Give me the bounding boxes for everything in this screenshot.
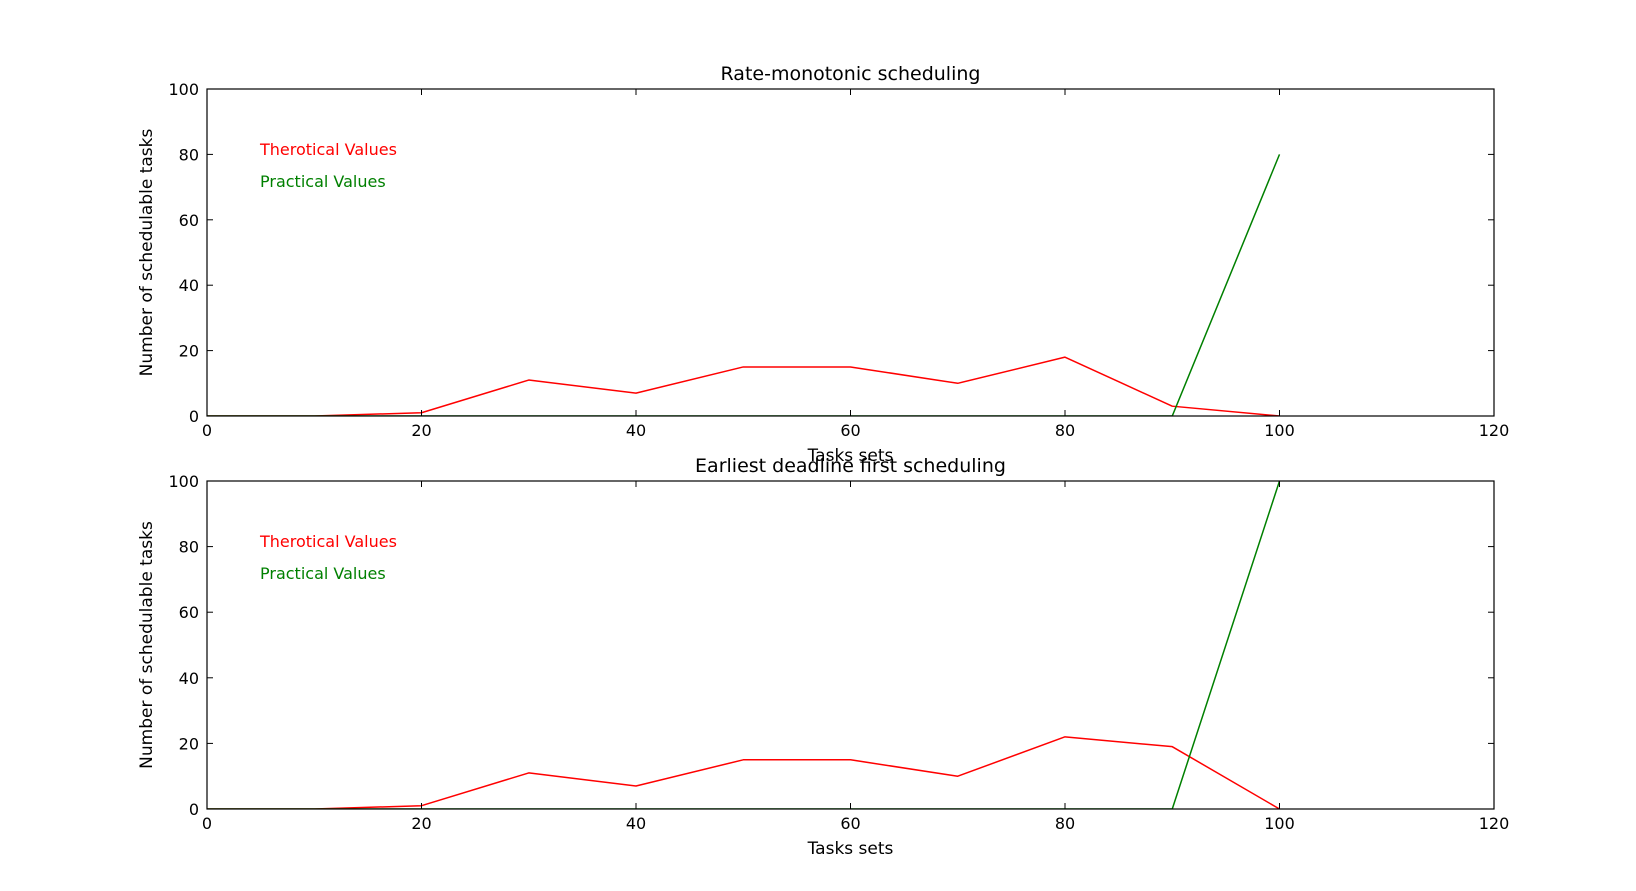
y-tick-label: 80 bbox=[179, 145, 199, 164]
charts-root: 0 20 40 60 80 100 120 0 20 40 60 80 100 Rate-monotoni… bbox=[137, 63, 1509, 859]
series-line-theoretical bbox=[207, 736, 1280, 809]
y-tick-label: 20 bbox=[179, 342, 199, 361]
y-tick-label: 80 bbox=[179, 538, 199, 557]
y-tick-label: 0 bbox=[189, 800, 199, 819]
y-tick-label: 100 bbox=[168, 472, 199, 491]
chart-panel-1: 0 20 40 60 80 100 120 0 20 40 60 80 100 Rate-monotoni… bbox=[137, 63, 1509, 466]
y-tick-label: 60 bbox=[179, 603, 199, 622]
y-axis-label: Number of schedulable tasks bbox=[137, 521, 157, 769]
x-tick-label: 40 bbox=[626, 421, 646, 440]
x-tick-label: 0 bbox=[202, 421, 212, 440]
x-tick-label: 60 bbox=[840, 421, 860, 440]
legend-entry-practical: Practical Values bbox=[260, 172, 386, 191]
y-tick-label: 40 bbox=[179, 276, 199, 295]
y-tick-label: 60 bbox=[179, 211, 199, 230]
x-tick-label: 20 bbox=[411, 421, 431, 440]
x-tick-label: 100 bbox=[1264, 421, 1295, 440]
legend-entry-theoretical: Therotical Values bbox=[259, 140, 397, 159]
chart-title: Earliest deadline first scheduling bbox=[695, 455, 1006, 477]
x-tick-label: 60 bbox=[840, 814, 860, 833]
y-tick-label: 20 bbox=[179, 734, 199, 753]
x-tick-label: 80 bbox=[1055, 814, 1075, 833]
chart-title: Rate-monotonic scheduling bbox=[721, 63, 981, 85]
y-tick-label: 40 bbox=[179, 669, 199, 688]
x-axis-label: Tasks sets bbox=[807, 446, 894, 466]
legend-entry-theoretical: Therotical Values bbox=[259, 532, 397, 551]
series-line-theoretical bbox=[207, 356, 1280, 416]
chart-panel-2: 0 20 40 60 80 100 120 0 20 40 60 80 100 Earliest dead… bbox=[137, 455, 1509, 859]
x-tick-label: 120 bbox=[1479, 814, 1510, 833]
x-tick-label: 120 bbox=[1479, 421, 1510, 440]
y-tick-label: 100 bbox=[168, 80, 199, 99]
y-axis-label: Number of schedulable tasks bbox=[137, 129, 157, 377]
x-axis-label: Tasks sets bbox=[807, 839, 894, 859]
x-tick-label: 0 bbox=[202, 814, 212, 833]
legend-entry-practical: Practical Values bbox=[260, 564, 386, 583]
x-tick-label: 40 bbox=[626, 814, 646, 833]
x-tick-label: 80 bbox=[1055, 421, 1075, 440]
y-tick-label: 0 bbox=[189, 407, 199, 426]
x-tick-label: 100 bbox=[1264, 814, 1295, 833]
x-tick-label: 20 bbox=[411, 814, 431, 833]
